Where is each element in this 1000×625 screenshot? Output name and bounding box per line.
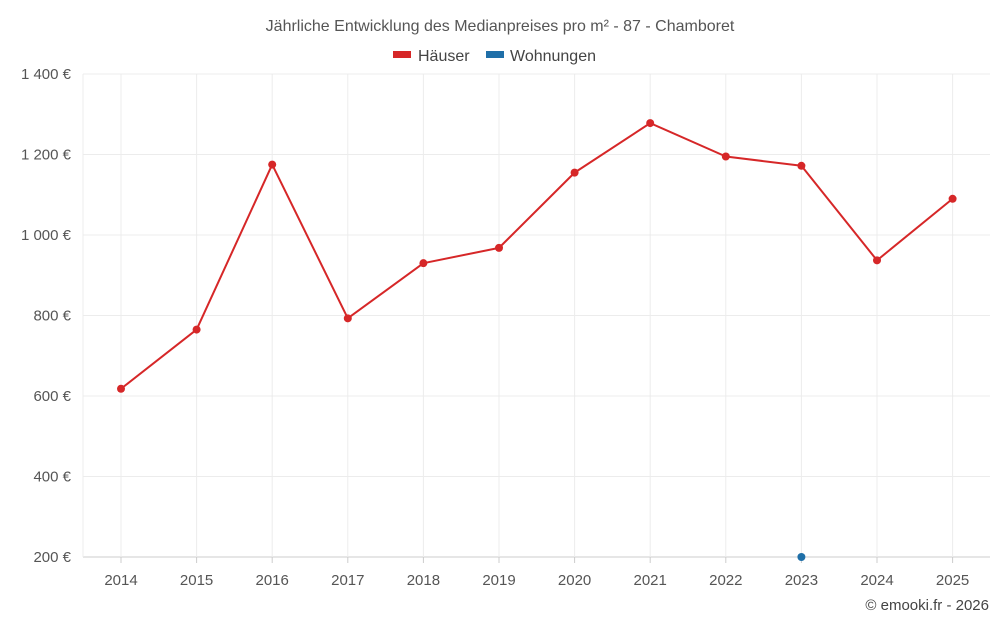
x-tick-label: 2014	[104, 572, 137, 589]
legend-label-wohnungen: Wohnungen	[510, 48, 596, 65]
x-tick-label: 2020	[558, 572, 591, 589]
data-point-haeuser[interactable]	[948, 194, 957, 203]
x-tick-label: 2024	[860, 572, 893, 589]
data-point-haeuser[interactable]	[646, 119, 655, 128]
data-point-haeuser[interactable]	[495, 243, 503, 252]
x-tick-label: 2019	[482, 572, 515, 589]
chart-title: Jährliche Entwicklung des Medianpreises …	[266, 18, 735, 35]
y-axis: 200 € 400 € 600 € 800 € 1 000 € 1 200 € 1 400 …	[21, 66, 72, 566]
data-point-haeuser[interactable]	[419, 259, 428, 268]
x-axis: 2014 2015 2016 2017 2018 2019 2020 2021 2022 2023…	[104, 557, 969, 589]
data-point-haeuser[interactable]	[192, 325, 201, 334]
x-tick-label: 2016	[256, 572, 289, 589]
x-tick-label: 2023	[785, 572, 818, 589]
data-point-haeuser[interactable]	[873, 256, 881, 265]
data-point-wohnungen[interactable]	[797, 553, 806, 561]
legend-item-haeuser[interactable]: Häuser	[393, 48, 470, 65]
legend-label-haeuser: Häuser	[418, 48, 470, 65]
data-point-haeuser[interactable]	[117, 384, 125, 393]
x-tick-label: 2018	[407, 572, 440, 589]
data-point-haeuser[interactable]	[721, 152, 730, 161]
y-tick-label: 400 €	[33, 469, 71, 486]
series-layer	[117, 119, 957, 561]
x-tick-label: 2015	[180, 572, 213, 589]
y-tick-label: 600 €	[33, 388, 71, 405]
y-tick-label: 1 200 €	[21, 147, 72, 164]
legend-swatch-haeuser	[393, 51, 411, 58]
x-tick-label: 2025	[936, 572, 969, 589]
legend: Häuser Wohnungen	[393, 48, 596, 65]
legend-item-wohnungen[interactable]: Wohnungen	[486, 48, 596, 65]
y-tick-label: 1 000 €	[21, 227, 72, 244]
data-point-haeuser[interactable]	[268, 160, 277, 169]
data-point-haeuser[interactable]	[797, 161, 806, 170]
data-point-haeuser[interactable]	[343, 314, 352, 323]
y-tick-label: 200 €	[33, 549, 71, 566]
y-gridlines	[83, 73, 990, 558]
credit-text: © emooki.fr - 2026	[865, 597, 989, 614]
x-gridlines	[82, 74, 954, 557]
x-tick-label: 2022	[709, 572, 742, 589]
x-tick-label: 2021	[634, 572, 667, 589]
legend-swatch-wohnungen	[486, 51, 504, 58]
data-point-haeuser[interactable]	[570, 168, 579, 177]
y-tick-label: 1 400 €	[21, 66, 72, 83]
series-line-haeuser	[120, 122, 954, 390]
x-tick-label: 2017	[331, 572, 364, 589]
y-tick-label: 800 €	[33, 308, 71, 325]
